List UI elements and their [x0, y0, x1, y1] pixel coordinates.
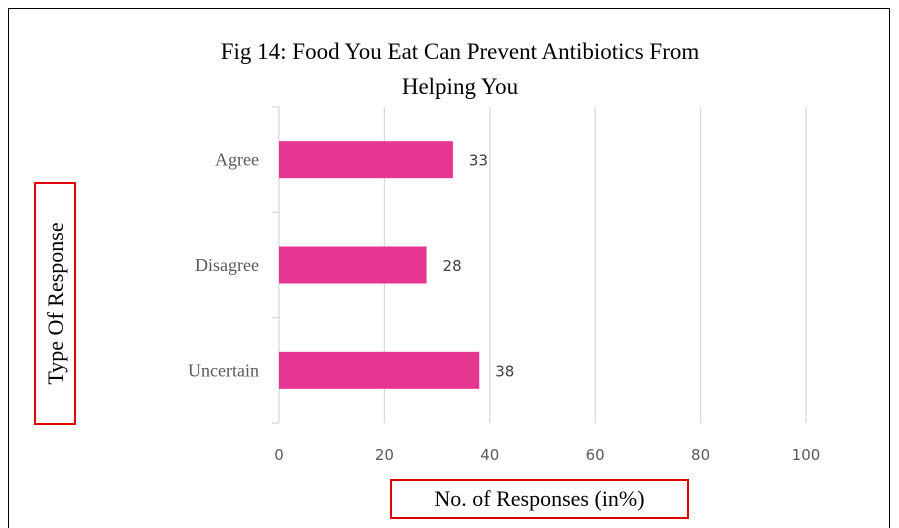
chart-title-line-1: Fig 14: Food You Eat Can Prevent Antibio… — [221, 39, 700, 64]
x-axis-title: No. of Responses (in%) — [434, 486, 644, 511]
x-tick-label: 40 — [480, 446, 499, 464]
category-label: Disagree — [195, 255, 259, 275]
data-label: 33 — [469, 152, 488, 170]
y-axis-title: Type Of Response — [43, 222, 68, 384]
data-label: 38 — [495, 362, 514, 380]
x-tick-label: 20 — [375, 446, 394, 464]
bar — [279, 351, 480, 389]
category-label: Uncertain — [188, 360, 259, 380]
x-tick-label: 0 — [274, 446, 284, 464]
chart-title-line-2: Helping You — [402, 74, 519, 99]
bar — [279, 141, 453, 179]
data-label: 28 — [443, 257, 462, 275]
bars: 33 28 38 — [279, 141, 514, 389]
category-label: Agree — [215, 150, 259, 170]
chart-frame — [8, 8, 890, 528]
chart-title: Fig 14: Food You Eat Can Prevent Antibio… — [221, 39, 700, 99]
x-tick-label: 100 — [792, 446, 821, 464]
bar — [279, 246, 427, 284]
x-axis-title-box — [390, 479, 689, 519]
y-axis-title-box — [34, 182, 76, 425]
x-tick-label: 80 — [691, 446, 710, 464]
x-tick-labels: 0 20 40 60 80 100 — [274, 446, 820, 464]
x-tick-label: 60 — [586, 446, 605, 464]
category-axis: Agree Disagree Uncertain — [188, 106, 280, 424]
